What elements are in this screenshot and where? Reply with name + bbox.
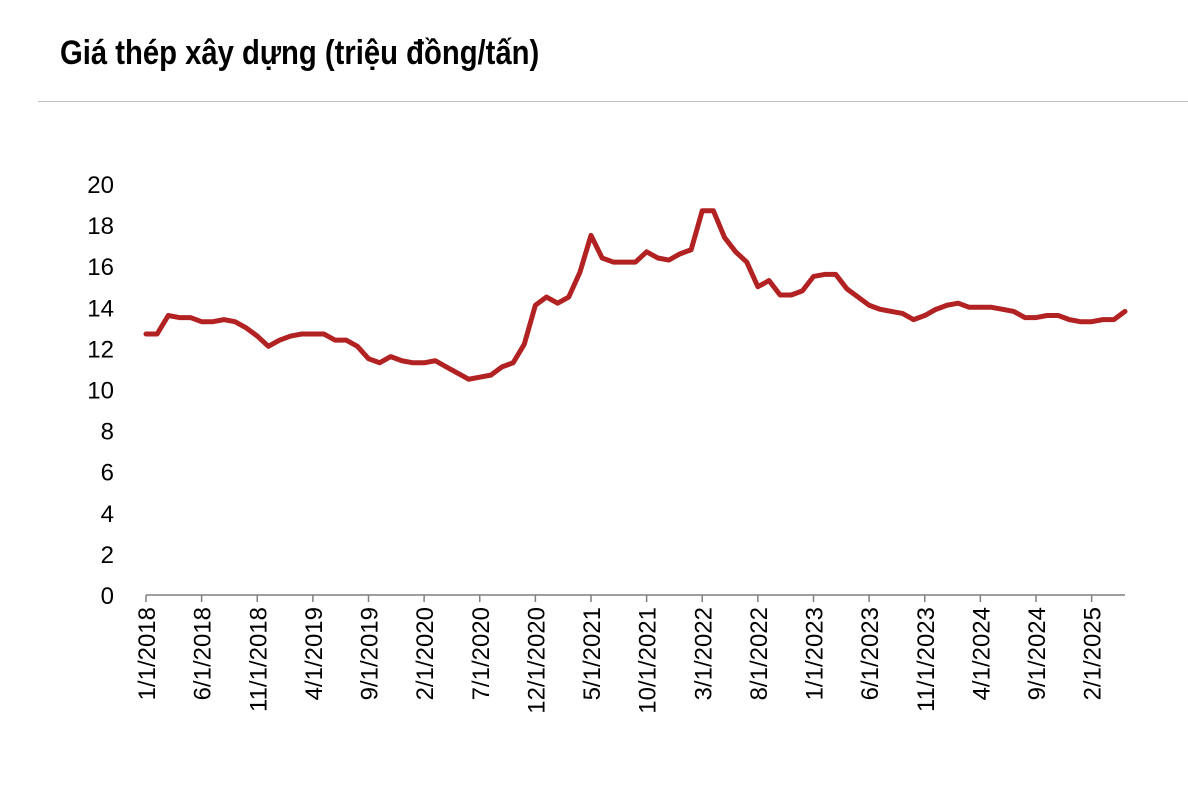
y-tick-label: 18 (87, 213, 114, 240)
x-tick-label: 3/1/2022 (690, 607, 717, 700)
x-tick-label: 2/1/2020 (412, 607, 439, 700)
x-tick-label: 11/1/2018 (245, 607, 272, 712)
x-tick-label: 4/1/2019 (301, 607, 328, 700)
x-tick-label: 7/1/2020 (468, 607, 495, 700)
x-tick-label: 12/1/2020 (523, 607, 550, 714)
x-tick-label: 11/1/2023 (913, 607, 940, 712)
x-tick-label: 6/1/2023 (857, 607, 884, 700)
x-tick-label: 9/1/2019 (357, 607, 384, 700)
y-tick-label: 20 (87, 172, 114, 199)
y-tick-label: 0 (101, 583, 114, 610)
x-tick-label: 8/1/2022 (746, 607, 773, 700)
y-tick-label: 12 (87, 336, 114, 363)
steel-price-line (143, 208, 1128, 382)
y-tick-label: 8 (101, 419, 114, 446)
x-tick-label: 4/1/2024 (968, 607, 995, 700)
y-tick-label: 16 (87, 254, 114, 281)
y-tick-label: 14 (87, 295, 114, 322)
x-tick-label: 6/1/2018 (190, 607, 217, 700)
x-tick-label: 5/1/2021 (579, 607, 606, 700)
x-tick-label: 2/1/2025 (1080, 607, 1107, 700)
x-axis-ticks: 1/1/2018 6/1/2018 11/1/2018 4/1/2019 9/1/201… (134, 595, 1107, 714)
y-tick-label: 6 (101, 460, 114, 487)
y-tick-label: 10 (87, 378, 114, 405)
x-tick-label: 9/1/2024 (1024, 607, 1051, 700)
x-tick-label: 1/1/2018 (134, 607, 161, 700)
y-tick-label: 4 (101, 501, 114, 528)
title-divider (38, 101, 1188, 102)
chart-title: Giá thép xây dựng (triệu đồng/tấn) (60, 34, 540, 72)
x-tick-label: 1/1/2023 (802, 607, 829, 700)
y-axis-ticks: 0 2 4 6 8 10 12 14 16 18 20 (87, 172, 114, 610)
y-tick-label: 2 (101, 542, 114, 569)
x-tick-label: 10/1/2021 (635, 607, 662, 714)
